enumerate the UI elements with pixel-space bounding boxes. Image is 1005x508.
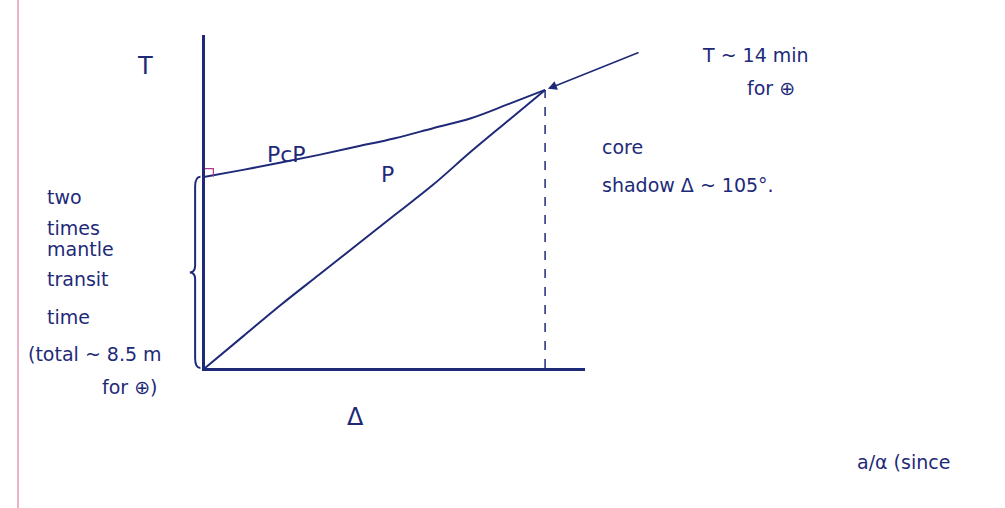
svg-text:core: core <box>602 136 643 158</box>
svg-text:PcP: PcP <box>267 142 306 167</box>
svg-text:T: T <box>137 52 153 80</box>
svg-text:two: two <box>47 186 82 208</box>
svg-text:mantle: mantle <box>47 238 114 260</box>
svg-text:shadow Δ ~ 105°.: shadow Δ ~ 105°. <box>602 174 774 196</box>
svg-text:time: time <box>47 306 90 328</box>
svg-text:(total ~ 8.5 m: (total ~ 8.5 m <box>28 343 162 365</box>
svg-text:for ⊕: for ⊕ <box>747 77 795 99</box>
svg-text:transit: transit <box>47 268 109 290</box>
svg-text:times: times <box>47 217 100 239</box>
svg-text:a/α (since: a/α (since <box>857 451 950 473</box>
svg-text:P: P <box>381 162 394 187</box>
svg-text:Δ: Δ <box>347 403 364 431</box>
svg-text:for ⊕): for ⊕) <box>102 376 158 398</box>
svg-text:T ~ 14 min: T ~ 14 min <box>702 44 809 66</box>
